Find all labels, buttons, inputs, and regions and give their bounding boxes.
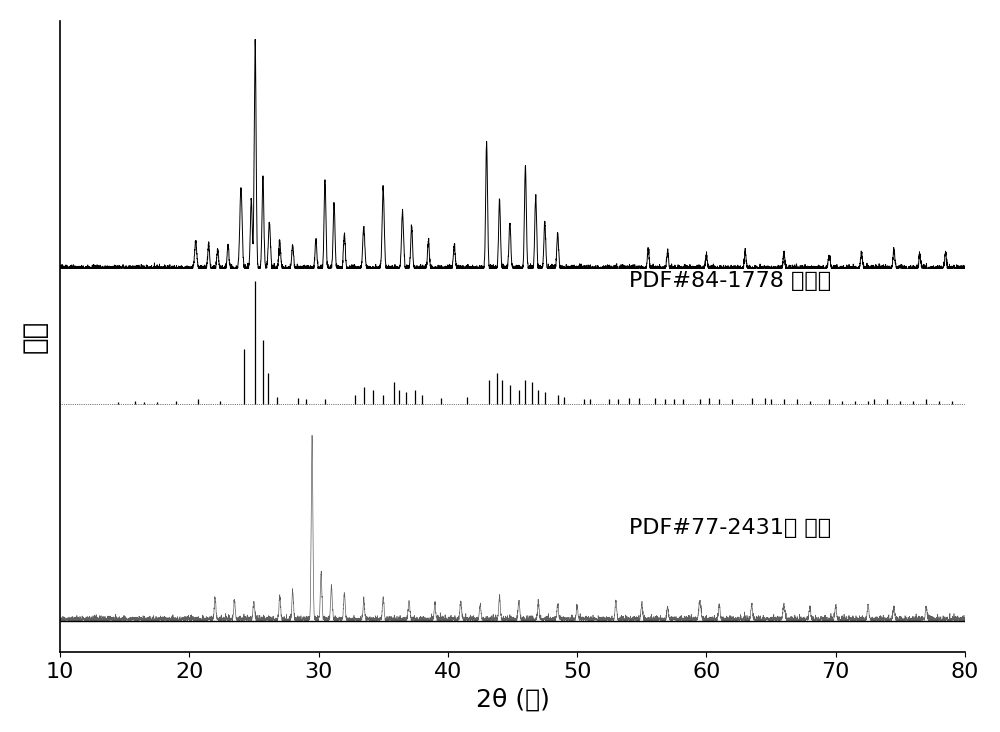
- Text: PDF#84-1778 碳酸锥: PDF#84-1778 碳酸锥: [629, 271, 831, 291]
- Y-axis label: 强度: 强度: [21, 320, 49, 353]
- X-axis label: 2θ (度): 2θ (度): [476, 687, 549, 712]
- Text: PDF#77-2431钒 酸锤: PDF#77-2431钒 酸锤: [629, 518, 831, 538]
